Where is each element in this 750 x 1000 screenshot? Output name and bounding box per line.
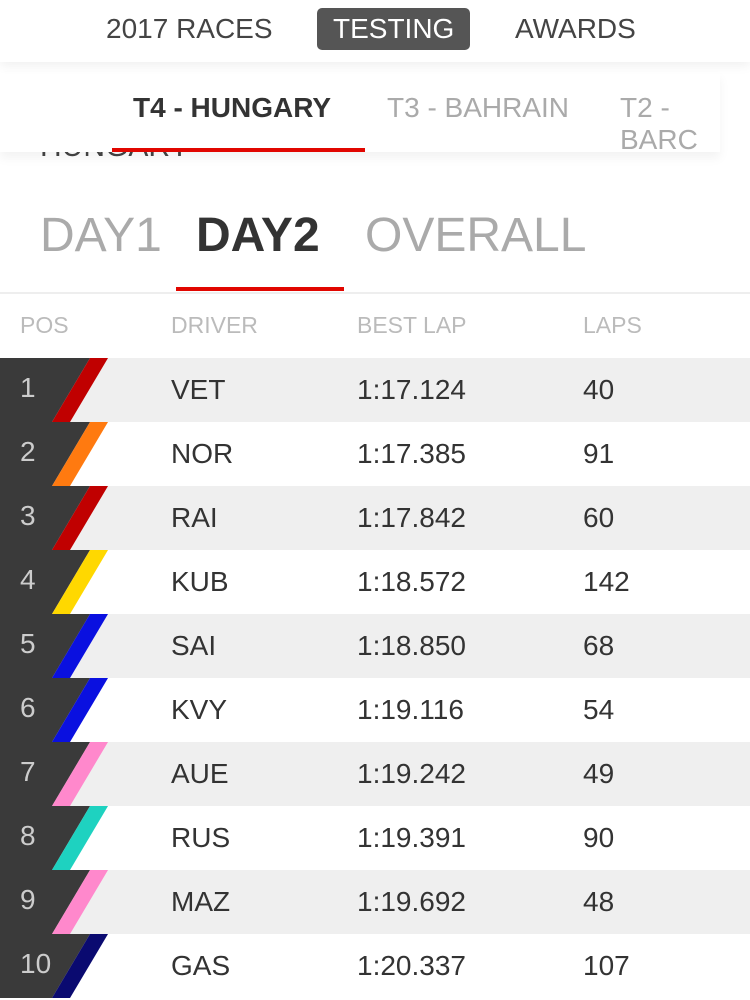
- best-lap: 1:18.572: [357, 566, 466, 597]
- team-stripe: [52, 422, 108, 486]
- team-stripe: [52, 358, 108, 422]
- day-tab[interactable]: DAY2: [196, 209, 320, 262]
- nav-tab[interactable]: TESTING: [317, 8, 471, 50]
- pos-background: [0, 358, 90, 422]
- pos-background: [0, 870, 90, 934]
- column-header: DRIVER: [171, 312, 258, 338]
- result-row[interactable]: 3 RAI 1:17.842 60: [0, 486, 750, 550]
- position: 6: [20, 692, 36, 723]
- driver: GAS: [171, 950, 231, 981]
- driver: KUB: [171, 566, 229, 597]
- team-stripe: [52, 678, 108, 742]
- result-row[interactable]: 6 KVY 1:19.116 54: [0, 678, 750, 742]
- best-lap: 1:19.116: [357, 694, 464, 725]
- team-badge: [0, 550, 108, 614]
- driver: KVY: [171, 694, 228, 725]
- best-lap: 1:20.337: [357, 950, 466, 981]
- best-lap: 1:19.242: [357, 758, 466, 789]
- position: 2: [20, 436, 36, 467]
- team-badge: [0, 678, 108, 742]
- driver: RUS: [171, 822, 231, 853]
- position: 3: [20, 500, 36, 531]
- laps: 91: [583, 438, 615, 469]
- result-row[interactable]: 7 AUE 1:19.242 49: [0, 742, 750, 806]
- best-lap: 1:19.391: [357, 822, 466, 853]
- driver: NOR: [171, 438, 234, 469]
- laps: 49: [583, 758, 615, 789]
- best-lap: 1:19.692: [357, 886, 466, 917]
- column-header: POS: [20, 312, 69, 338]
- result-row[interactable]: 5 SAI 1:18.850 68: [0, 614, 750, 678]
- team-badge: [0, 934, 108, 998]
- column-header: LAPS: [583, 312, 642, 338]
- laps: 107: [583, 950, 630, 981]
- position: 4: [20, 564, 36, 595]
- team-stripe: [52, 806, 108, 870]
- driver: RAI: [171, 502, 218, 533]
- team-stripe: [52, 486, 108, 550]
- position: 1: [20, 372, 36, 403]
- top-nav: 2017 RACES TESTING AWARDS: [0, 0, 750, 62]
- day-tab[interactable]: OVERALL: [365, 209, 587, 262]
- result-row[interactable]: 2 NOR 1:17.385 91: [0, 422, 750, 486]
- team-stripe: [52, 614, 108, 678]
- sub-tab[interactable]: T4 - HUNGARY: [133, 92, 332, 123]
- best-lap: 1:17.842: [357, 502, 466, 533]
- team-badge: [0, 422, 108, 486]
- driver: SAI: [171, 630, 217, 661]
- divider: [0, 292, 750, 294]
- team-badge: [0, 486, 108, 550]
- result-row[interactable]: 1 VET 1:17.124 40: [0, 358, 750, 422]
- position: 9: [20, 884, 36, 915]
- team-badge: [0, 358, 108, 422]
- sub-nav: T4 - HUNGARY T3 - BAHRAIN T2 - BARC: [0, 72, 720, 152]
- team-stripe: [52, 870, 108, 934]
- pos-background: [0, 678, 90, 742]
- position: 10: [20, 948, 52, 979]
- position: 7: [20, 756, 36, 787]
- team-badge: [0, 742, 108, 806]
- position: 8: [20, 820, 36, 851]
- result-row[interactable]: 8 RUS 1:19.391 90: [0, 806, 750, 870]
- column-header: BEST LAP: [357, 312, 467, 338]
- result-row[interactable]: 10 GAS 1:20.337 107: [0, 934, 750, 998]
- laps: 68: [583, 630, 615, 661]
- result-row[interactable]: 9 MAZ 1:19.692 48: [0, 870, 750, 934]
- best-lap: 1:18.850: [357, 630, 466, 661]
- position: 5: [20, 628, 36, 659]
- laps: 90: [583, 822, 615, 853]
- pos-background: [0, 806, 90, 870]
- driver: MAZ: [171, 886, 231, 917]
- sub-tab[interactable]: T2 - BARC: [620, 92, 698, 152]
- team-badge: [0, 870, 108, 934]
- team-stripe: [52, 742, 108, 806]
- pos-background: [0, 486, 90, 550]
- driver: AUE: [171, 758, 229, 789]
- pos-background: [0, 742, 90, 806]
- best-lap: 1:17.124: [357, 374, 466, 405]
- pos-background: [0, 614, 90, 678]
- team-badge: [0, 806, 108, 870]
- team-stripe: [52, 550, 108, 614]
- active-underline: [176, 287, 344, 291]
- team-badge: [0, 614, 108, 678]
- laps: 60: [583, 502, 615, 533]
- laps: 40: [583, 374, 615, 405]
- laps: 142: [583, 566, 630, 597]
- nav-tab[interactable]: AWARDS: [515, 13, 636, 44]
- day-tab[interactable]: DAY1: [40, 209, 162, 262]
- pos-background: [0, 422, 90, 486]
- result-row[interactable]: 4 KUB 1:18.572 142: [0, 550, 750, 614]
- best-lap: 1:17.385: [357, 438, 466, 469]
- active-underline: [112, 148, 365, 152]
- laps: 48: [583, 886, 615, 917]
- laps: 54: [583, 694, 615, 725]
- nav-tab[interactable]: 2017 RACES: [106, 13, 273, 44]
- pos-background: [0, 550, 90, 614]
- sub-tab[interactable]: T3 - BAHRAIN: [387, 92, 570, 123]
- pos-background: [0, 934, 90, 998]
- team-stripe: [52, 934, 108, 998]
- driver: VET: [171, 374, 226, 405]
